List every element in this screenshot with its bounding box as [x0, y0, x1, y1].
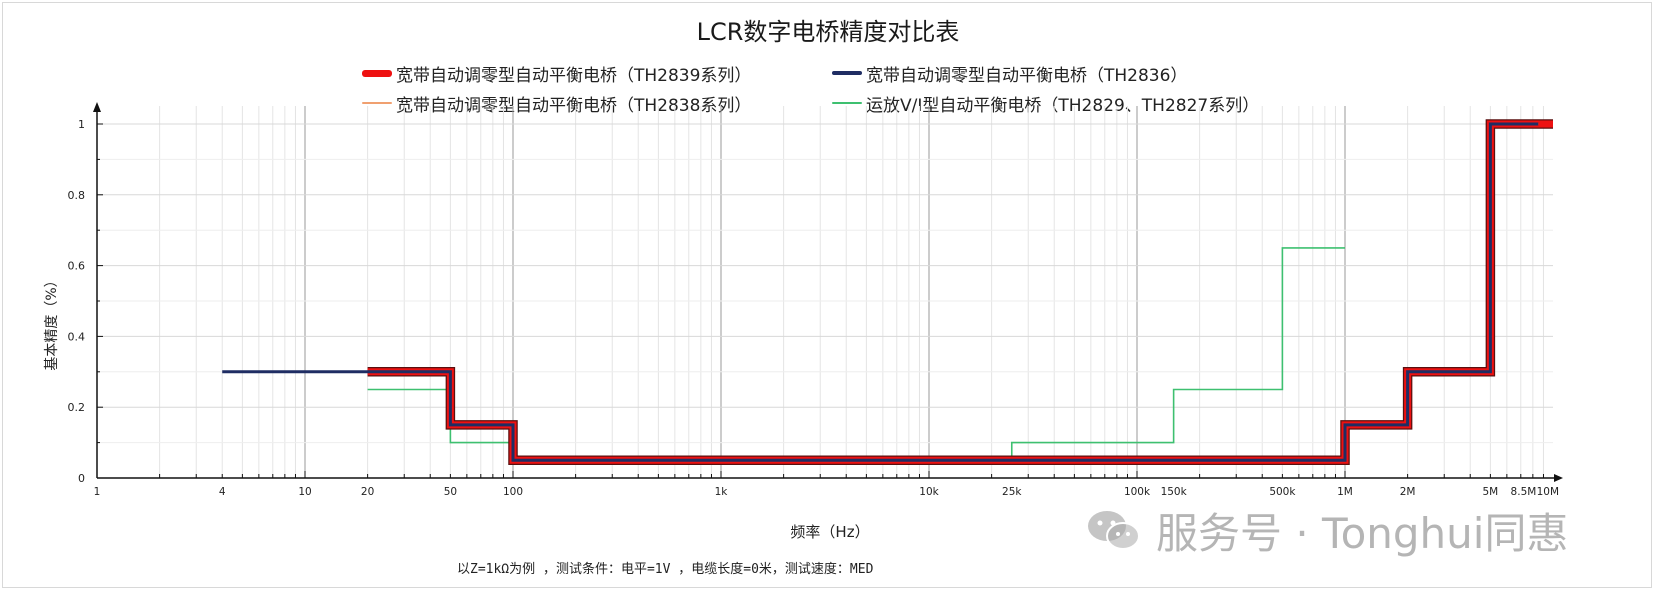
y-axis-arrow [93, 102, 101, 112]
x-tick-label: 25k [1002, 486, 1022, 498]
y-tick-label: 0 [78, 472, 85, 485]
x-axis-arrow [1554, 474, 1563, 482]
legend-label-th2839: 宽带自动调零型自动平衡电桥（TH2839系列） [396, 65, 752, 86]
y-tick-label: 0.4 [68, 330, 86, 343]
legend-swatch-th2838 [362, 102, 392, 104]
series-line-th2838 [367, 123, 1539, 461]
y-tick-label: 0.8 [68, 189, 86, 202]
wechat-icon [1088, 511, 1140, 550]
x-tick-label: 2M [1400, 486, 1416, 498]
x-tick-label: 50 [444, 486, 457, 498]
x-tick-label: 1M [1337, 486, 1353, 498]
watermark: 服务号 · Tonghui同惠 [1086, 498, 1568, 562]
chart-title: LCR数字电桥精度对比表 [696, 18, 960, 46]
legend-item-th2836: 宽带自动调零型自动平衡电桥（TH2836） [832, 62, 1188, 86]
series-line-th2839 [367, 120, 1553, 464]
x-tick-label: 1k [715, 486, 729, 498]
legend-swatch-th2839 [362, 69, 392, 77]
x-tick-label: 8.5M [1511, 486, 1537, 498]
tick-labels: 1 4 10 20 50 100 1k 10k 25k 100k 150k 500k 1M 2M 5M 8.5… [68, 118, 1560, 498]
x-tick-label: 4 [219, 486, 226, 498]
series-lines [222, 119, 1553, 466]
axes [93, 102, 1563, 482]
series-line-th2836 [222, 122, 1539, 462]
test-conditions-note: 以Z=1kΩ为例 ，测试条件：电平=1V ，电缆长度=0米，测试速度：MED [457, 562, 874, 577]
y-tick-label: 0.2 [68, 401, 86, 414]
legend-item-th2838: 宽带自动调零型自动平衡电桥（TH2838系列） [362, 92, 752, 116]
x-tick-label: 500k [1269, 486, 1296, 498]
y-tick-label: 1 [78, 118, 85, 131]
legend-swatch-th2836 [832, 71, 862, 75]
x-tick-label: 1 [94, 486, 101, 498]
x-tick-label: 150k [1161, 486, 1188, 498]
x-tick-label: 10 [298, 486, 311, 498]
legend-item-th2829: 运放V/I型自动平衡电桥（TH2829、TH2827系列） [832, 92, 1260, 116]
y-tick-label: 0.6 [68, 260, 86, 273]
legend-swatch-th2829 [832, 102, 862, 104]
x-tick-label: 10M [1537, 486, 1559, 498]
watermark-text: 服务号 · Tonghui同惠 [1156, 508, 1569, 558]
legend-label-th2838: 宽带自动调零型自动平衡电桥（TH2838系列） [396, 95, 752, 116]
x-tick-label: 100k [1124, 486, 1151, 498]
x-axis-label: 频率（Hz） [790, 523, 869, 541]
x-tick-label: 10k [919, 486, 939, 498]
series-line-th2839-outline [367, 119, 1553, 466]
x-tick-label: 20 [361, 486, 374, 498]
legend-label-th2829: 运放V/I型自动平衡电桥（TH2829、TH2827系列） [866, 95, 1260, 116]
x-tick-label: 5M [1483, 486, 1499, 498]
grid [96, 106, 1553, 479]
x-tick-label: 100 [503, 486, 523, 498]
series-line-th2829 [367, 247, 1345, 462]
legend-item-th2839: 宽带自动调零型自动平衡电桥（TH2839系列） [362, 62, 752, 86]
y-axis-label: 基本精度（%） [43, 273, 60, 370]
legend-label-th2836: 宽带自动调零型自动平衡电桥（TH2836） [866, 65, 1188, 86]
